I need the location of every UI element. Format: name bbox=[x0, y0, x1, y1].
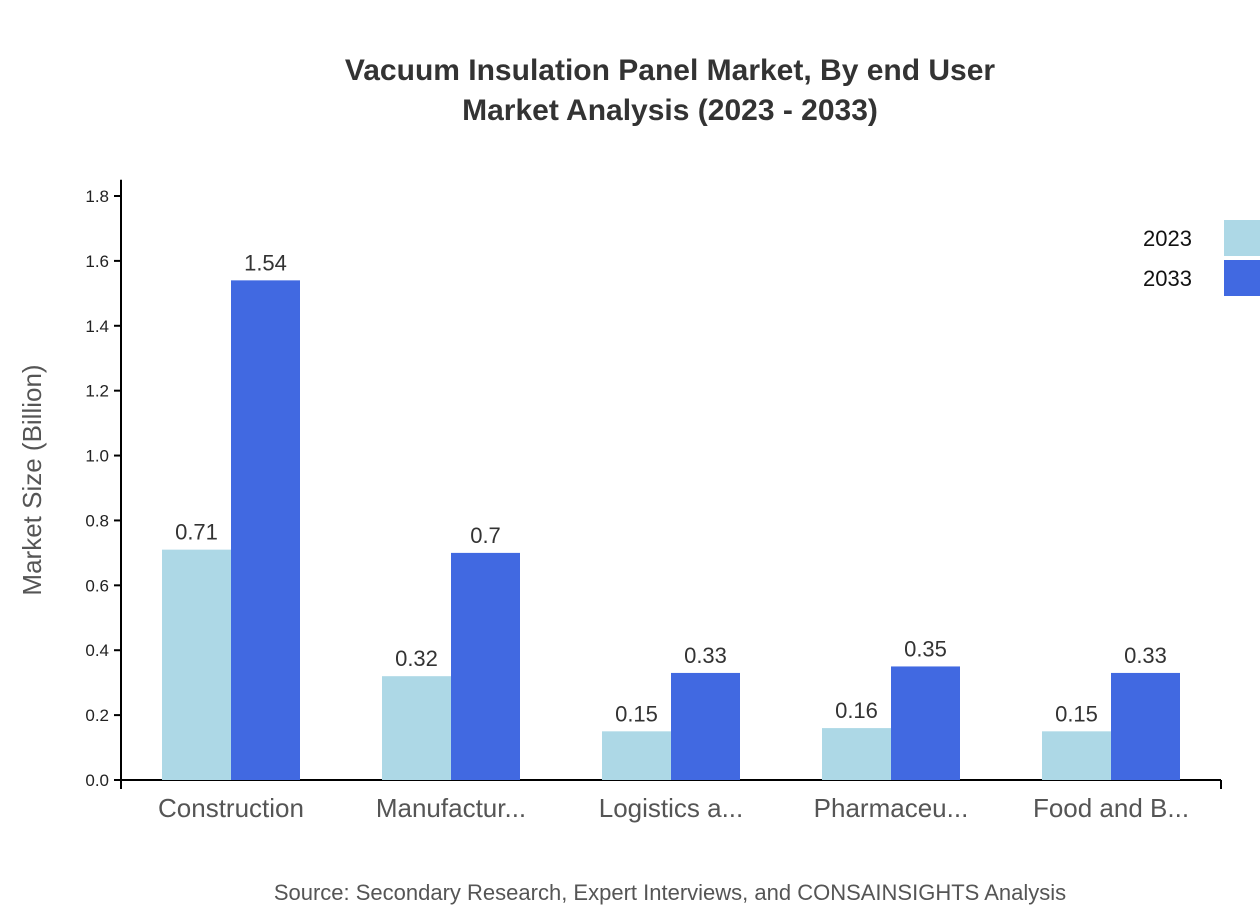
y-tick-label: 0.2 bbox=[85, 706, 109, 725]
bar-2033 bbox=[1111, 672, 1180, 780]
y-tick-label: 0.0 bbox=[85, 771, 109, 790]
bar-2023 bbox=[1042, 731, 1111, 780]
bar-2023 bbox=[382, 676, 451, 780]
y-axis-label: Market Size (Billion) bbox=[17, 364, 47, 595]
y-axis: 0.0 0.2 0.4 0.6 0.8 1.0 1.2 1.4 1.6 1.8 bbox=[85, 179, 122, 790]
x-tick-label: Construction bbox=[158, 793, 304, 823]
bar-2033 bbox=[891, 666, 960, 780]
data-label: 0.7 bbox=[470, 523, 501, 548]
chart-title: Vacuum Insulation Panel Market, By end U… bbox=[345, 54, 996, 87]
y-tick-label: 0.8 bbox=[85, 511, 109, 530]
data-label: 0.16 bbox=[835, 698, 878, 723]
y-tick-label: 0.6 bbox=[85, 576, 109, 595]
bars: 0.71 1.54 0.32 0.7 0.15 0.33 0.16 0.35 0.15 0.33 bbox=[162, 250, 1180, 780]
x-axis: Construction Manufactur... Logistics a... P… bbox=[120, 779, 1222, 823]
legend: 2023 2033 bbox=[1143, 220, 1260, 296]
data-label: 0.15 bbox=[615, 701, 658, 726]
data-label: 0.71 bbox=[175, 520, 218, 545]
bar-2033 bbox=[231, 280, 300, 780]
x-tick-label: Logistics a... bbox=[599, 793, 744, 823]
x-tick-label: Food and B... bbox=[1033, 793, 1189, 823]
y-tick-label: 1.6 bbox=[85, 252, 109, 271]
data-label: 0.33 bbox=[1124, 643, 1167, 668]
chart-subtitle: Market Analysis (2023 - 2033) bbox=[462, 94, 878, 127]
x-tick-label: Pharmaceu... bbox=[814, 793, 969, 823]
legend-label: 2033 bbox=[1143, 266, 1192, 291]
y-tick-label: 1.0 bbox=[85, 447, 109, 466]
source-note: Source: Secondary Research, Expert Inter… bbox=[274, 880, 1066, 905]
bar-2033 bbox=[671, 672, 740, 780]
data-label: 0.35 bbox=[904, 636, 947, 661]
y-tick-label: 1.2 bbox=[85, 382, 109, 401]
data-label: 0.32 bbox=[395, 646, 438, 671]
bar-2033 bbox=[451, 552, 520, 780]
legend-label: 2023 bbox=[1143, 226, 1192, 251]
bar-2023 bbox=[162, 549, 231, 780]
data-label: 0.15 bbox=[1055, 701, 1098, 726]
legend-swatch bbox=[1224, 260, 1260, 296]
y-tick-label: 0.4 bbox=[85, 641, 109, 660]
data-label: 0.33 bbox=[684, 643, 727, 668]
y-tick-label: 1.8 bbox=[85, 187, 109, 206]
legend-swatch bbox=[1224, 220, 1260, 256]
bar-2023 bbox=[822, 728, 891, 780]
y-tick-label: 1.4 bbox=[85, 317, 109, 336]
data-label: 1.54 bbox=[244, 250, 287, 275]
bar-2023 bbox=[602, 731, 671, 780]
x-tick-label: Manufactur... bbox=[376, 793, 526, 823]
